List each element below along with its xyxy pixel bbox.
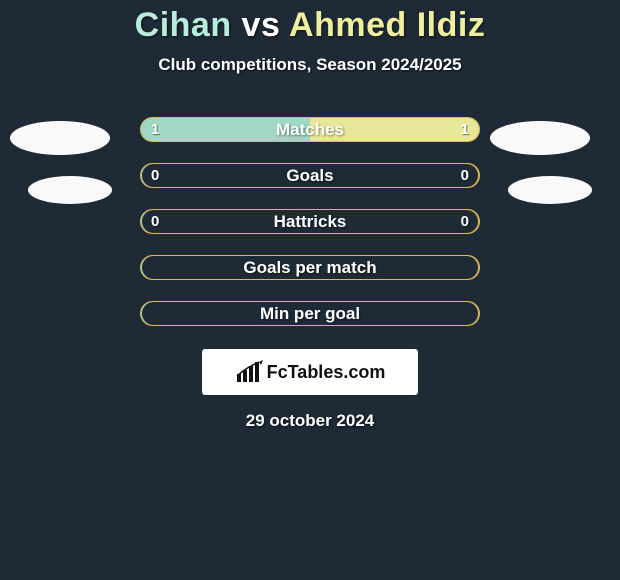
brand-text: FcTables.com <box>267 362 386 383</box>
stat-row-min-per-goal: Min per goal <box>0 291 620 337</box>
brand-box: FcTables.com <box>202 349 418 395</box>
brand-chart-icon <box>235 360 265 384</box>
page-title: Cihan vs Ahmed Ildiz <box>0 6 620 45</box>
comparison-card: Cihan vs Ahmed Ildiz Club competitions, … <box>0 0 620 580</box>
stat-bar-matches: 11Matches <box>140 117 480 142</box>
stat-bar-goals: 00Goals <box>140 163 480 188</box>
stat-label: Hattricks <box>141 210 479 233</box>
date-text: 29 october 2024 <box>0 411 620 431</box>
title-player-left: Cihan <box>135 6 232 44</box>
subtitle: Club competitions, Season 2024/2025 <box>0 55 620 75</box>
stat-label: Goals per match <box>141 256 479 279</box>
stat-row-goals-per-match: Goals per match <box>0 245 620 291</box>
stat-bar-min-per-goal: Min per goal <box>140 301 480 326</box>
stat-label: Min per goal <box>141 302 479 325</box>
title-vs: vs <box>232 6 289 44</box>
placeholder-ellipse-right-large <box>490 121 590 155</box>
placeholder-ellipse-left-large <box>10 121 110 155</box>
stat-bar-hattricks: 00Hattricks <box>140 209 480 234</box>
title-player-right: Ahmed Ildiz <box>289 6 485 44</box>
placeholder-ellipse-right-small <box>508 176 592 204</box>
stat-label: Goals <box>141 164 479 187</box>
stat-label: Matches <box>141 118 479 141</box>
placeholder-ellipse-left-small <box>28 176 112 204</box>
stat-bar-goals-per-match: Goals per match <box>140 255 480 280</box>
stat-row-hattricks: 00Hattricks <box>0 199 620 245</box>
